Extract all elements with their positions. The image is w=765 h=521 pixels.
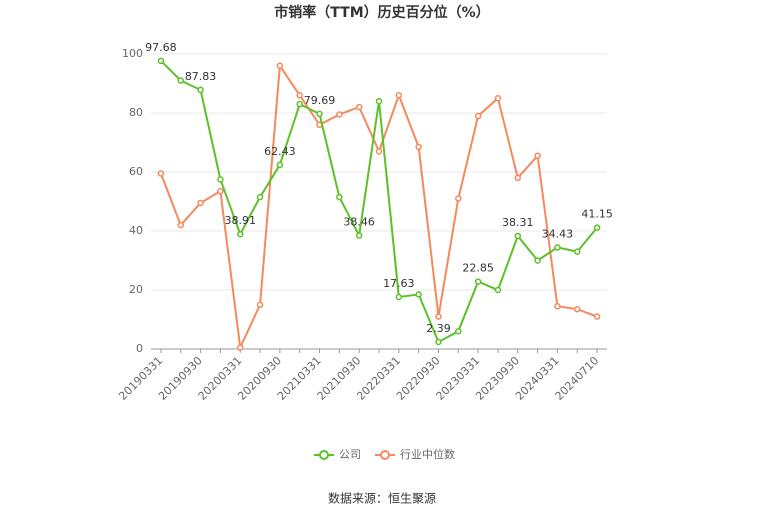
data-point xyxy=(296,100,303,108)
source: 数据来源：恒生聚源 xyxy=(328,491,436,506)
legend-label: 行业中位数 xyxy=(400,447,455,461)
data-label: 22.85 xyxy=(462,262,494,275)
y-tick-label: 60 xyxy=(129,165,143,178)
data-point xyxy=(435,338,442,346)
data-label: 17.63 xyxy=(383,277,415,290)
data-point xyxy=(554,244,561,251)
y-tick-label: 40 xyxy=(129,224,143,237)
legend-marker xyxy=(319,450,329,460)
data-point xyxy=(494,286,502,294)
data-point xyxy=(316,110,323,118)
data-point xyxy=(574,305,581,313)
data-point xyxy=(256,301,264,308)
data-point xyxy=(157,57,165,65)
data-label: 38.91 xyxy=(224,214,256,227)
data-point xyxy=(375,148,383,155)
data-point xyxy=(296,92,303,99)
data-label: 34.43 xyxy=(542,227,574,240)
data-label: 79.69 xyxy=(304,94,336,107)
data-label: 62.43 xyxy=(264,145,296,158)
data-point xyxy=(276,62,284,70)
data-point xyxy=(157,170,165,177)
data-point xyxy=(236,344,244,351)
data-label: 41.15 xyxy=(581,208,613,221)
data-point xyxy=(593,313,601,320)
data-point xyxy=(276,161,284,169)
legend-label: 公司 xyxy=(339,448,361,461)
data-point xyxy=(355,232,363,239)
data-point xyxy=(236,230,244,238)
data-point xyxy=(455,195,462,202)
data-point xyxy=(554,302,561,310)
data-point xyxy=(574,248,581,255)
data-point xyxy=(177,77,184,84)
data-point xyxy=(177,221,184,229)
data-point xyxy=(217,187,224,195)
data-point xyxy=(474,278,482,285)
data-point xyxy=(395,92,403,99)
data-point xyxy=(217,176,224,183)
data-label: 87.83 xyxy=(185,70,217,83)
data-point xyxy=(197,86,204,94)
data-point xyxy=(415,291,422,298)
y-tick-label: 80 xyxy=(129,106,143,119)
data-point xyxy=(435,313,442,320)
data-point xyxy=(415,143,422,151)
data-point xyxy=(336,111,343,118)
data-point xyxy=(534,152,541,160)
data-point xyxy=(336,193,343,201)
x-tick-label: 20240710 xyxy=(553,354,602,403)
data-label: 38.31 xyxy=(502,216,534,229)
data-point xyxy=(514,174,522,182)
y-tick-label: 100 xyxy=(122,47,143,60)
data-point xyxy=(593,224,601,231)
data-point xyxy=(514,232,522,240)
data-point xyxy=(256,193,264,201)
data-point xyxy=(395,293,403,301)
data-point xyxy=(197,199,204,207)
data-point xyxy=(474,112,482,120)
data-point xyxy=(455,328,462,335)
data-label: 97.68 xyxy=(145,41,177,54)
data-point xyxy=(375,97,383,105)
data-point xyxy=(494,95,502,102)
data-point xyxy=(534,257,541,264)
y-tick-label: 20 xyxy=(129,283,143,296)
legend-marker xyxy=(380,450,390,460)
data-label: 2.39 xyxy=(426,322,451,335)
data-label: 38.46 xyxy=(343,216,375,229)
y-tick-label: 0 xyxy=(136,342,143,355)
chart-title: 市销率（TTM）历史百分位（%） xyxy=(274,4,489,21)
data-point xyxy=(355,103,363,111)
